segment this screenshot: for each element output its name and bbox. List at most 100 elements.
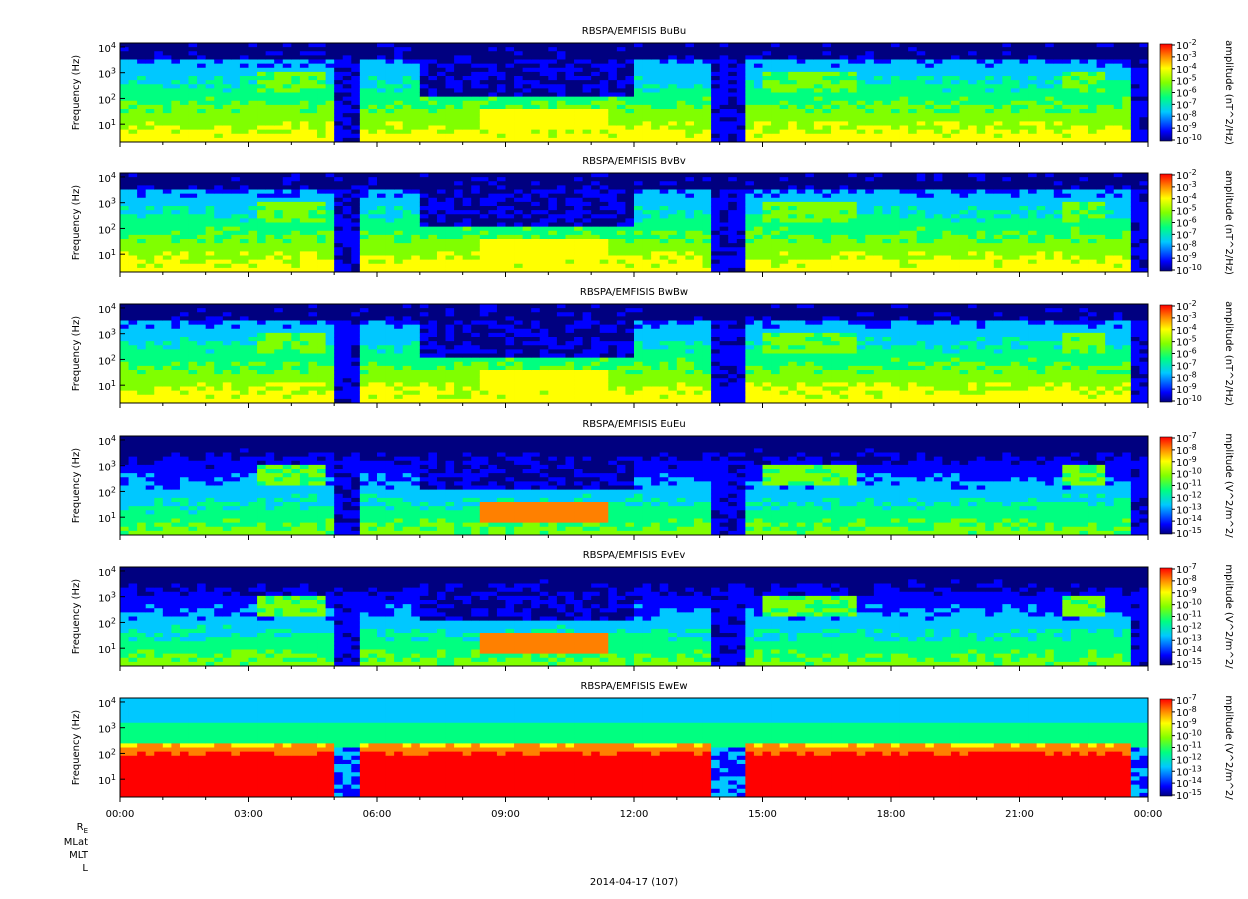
spectrogram-cell [291, 76, 300, 81]
spectrogram-cell [1114, 121, 1123, 126]
spectrogram-cell [240, 260, 249, 265]
spectrogram-cell [737, 206, 746, 211]
spectrogram-cell [848, 190, 857, 195]
spectrogram-cell [1028, 130, 1037, 135]
spectrogram-cell [840, 80, 849, 85]
spectrogram-cell [848, 194, 857, 199]
spectrogram-cell [197, 177, 206, 182]
spectrogram-cell [240, 93, 249, 98]
spectrogram-cell [557, 223, 566, 228]
spectrogram-cell [506, 76, 515, 81]
spectrogram-cell [643, 47, 652, 52]
spectrogram-cell [711, 126, 720, 131]
spectrogram-cell [386, 84, 395, 89]
spectrogram-cell [171, 173, 180, 178]
spectrogram-cell [163, 113, 172, 118]
spectrogram-cell [737, 260, 746, 265]
spectrogram-cell [180, 93, 189, 98]
spectrogram-cell [814, 121, 823, 126]
spectrogram-cell [274, 55, 283, 60]
spectrogram-cell [531, 260, 540, 265]
spectrogram-cell [617, 72, 626, 77]
spectrogram-cell [1037, 64, 1046, 69]
spectrogram-cell [531, 126, 540, 131]
spectrogram-cell [985, 121, 994, 126]
spectrogram-cell [129, 88, 138, 93]
spectrogram-cell [163, 84, 172, 89]
spectrogram-cell [428, 239, 437, 244]
spectrogram-cell [1045, 113, 1054, 118]
spectrogram-cell [540, 84, 549, 89]
spectrogram-cell [351, 190, 360, 195]
spectrogram-cell [514, 227, 523, 232]
spectrogram-cell [163, 223, 172, 228]
spectrogram-cell [634, 72, 643, 77]
spectrogram-cell [129, 80, 138, 85]
spectrogram-cell [214, 55, 223, 60]
spectrogram-cell [608, 181, 617, 186]
spectrogram-cell [231, 97, 240, 102]
spectrogram-cell [317, 72, 326, 77]
spectrogram-cell [343, 117, 352, 122]
spectrogram-cell [643, 218, 652, 223]
spectrogram-cell [857, 109, 866, 114]
spectrogram-cell [274, 227, 283, 232]
spectrogram-cell [171, 260, 180, 265]
spectrogram-cell [326, 247, 335, 252]
spectrogram-cell [1028, 93, 1037, 98]
spectrogram-cell [857, 64, 866, 69]
spectrogram-cell [848, 185, 857, 190]
spectrogram-cell [745, 223, 754, 228]
spectrogram-cell [377, 130, 386, 135]
spectrogram-cell [540, 72, 549, 77]
spectrogram-cell [488, 231, 497, 236]
spectrogram-cell [394, 101, 403, 106]
spectrogram-cell [565, 260, 574, 265]
spectrogram-cell [1037, 51, 1046, 56]
spectrogram-cell [308, 60, 317, 65]
spectrogram-cell [377, 117, 386, 122]
spectrogram-cell [266, 173, 275, 178]
spectrogram-cell [831, 177, 840, 182]
spectrogram-cell [351, 214, 360, 219]
spectrogram-cell [814, 68, 823, 73]
spectrogram-cell [283, 55, 292, 60]
spectrogram-cell [600, 130, 609, 135]
spectrogram-cell [583, 117, 592, 122]
spectrogram-cell [214, 218, 223, 223]
spectrogram-cell [308, 185, 317, 190]
spectrogram-cell [780, 72, 789, 77]
spectrogram-cell [206, 235, 215, 240]
spectrogram-cell [197, 101, 206, 106]
spectrogram-cell [548, 93, 557, 98]
spectrogram-cell [677, 206, 686, 211]
spectrogram-cell [625, 51, 634, 56]
spectrogram-cell [137, 93, 146, 98]
spectrogram-cell [206, 231, 215, 236]
spectrogram-cell [394, 113, 403, 118]
spectrogram-cell [428, 256, 437, 261]
spectrogram-cell [1020, 134, 1029, 139]
spectrogram-cell [137, 109, 146, 114]
spectrogram-cell [231, 51, 240, 56]
spectrogram-cell [574, 97, 583, 102]
spectrogram-cell [326, 97, 335, 102]
spectrogram-cell [249, 121, 258, 126]
spectrogram-cell [360, 93, 369, 98]
spectrogram-cell [189, 64, 198, 69]
spectrogram-cell [283, 72, 292, 77]
spectrogram-cell [942, 121, 951, 126]
spectrogram-cell [120, 117, 129, 122]
spectrogram-cell [625, 101, 634, 106]
spectrogram-cell [771, 227, 780, 232]
spectrogram-cell [386, 72, 395, 77]
spectrogram-cell [120, 264, 129, 269]
spectrogram-cell [120, 181, 129, 186]
spectrogram-cell [565, 97, 574, 102]
spectrogram-cell [711, 190, 720, 195]
spectrogram-cell [771, 256, 780, 261]
spectrogram-cell [651, 64, 660, 69]
spectrogram-cell [214, 84, 223, 89]
spectrogram-cell [831, 223, 840, 228]
spectrogram-cell [154, 60, 163, 65]
